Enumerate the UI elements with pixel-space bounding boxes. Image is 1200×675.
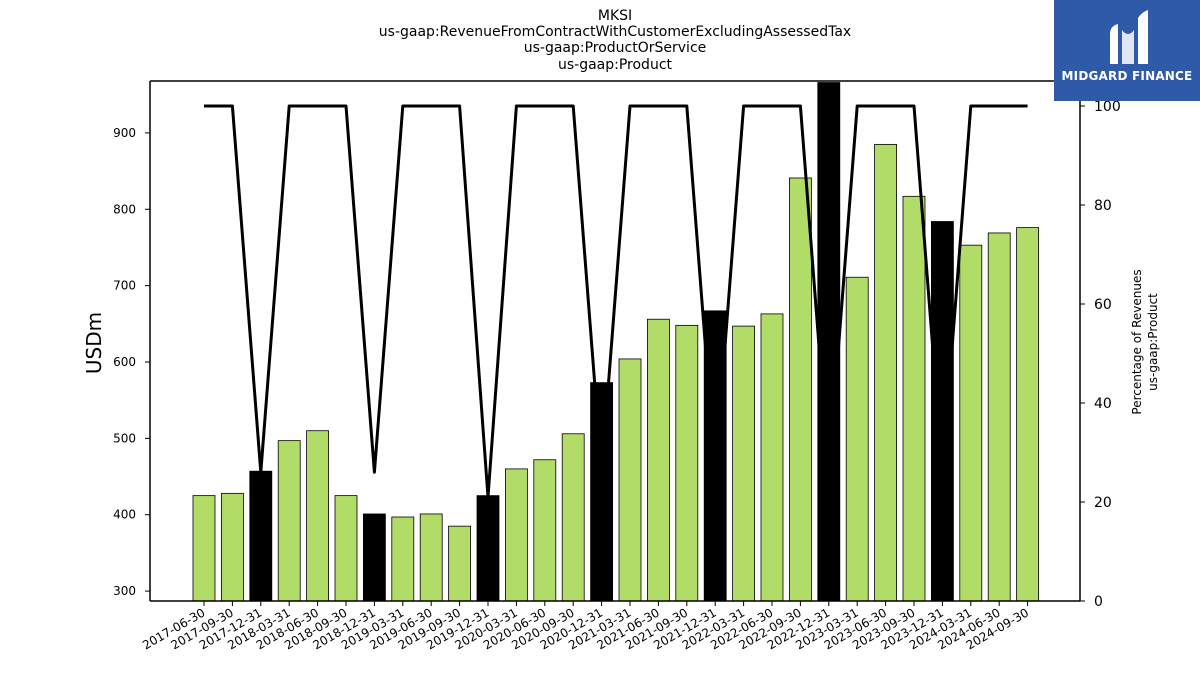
bar-2022-03-31 bbox=[732, 325, 755, 602]
y-axis-right-label-2: us-gaap:Product bbox=[1146, 293, 1160, 391]
bar-2024-06-30 bbox=[987, 232, 1011, 602]
bar-2017-12-31 bbox=[249, 470, 273, 602]
y-right-tick-label-20: 20 bbox=[1094, 495, 1112, 511]
y-axis-right-label-1: Percentage of Revenues bbox=[1130, 269, 1144, 414]
bar-2019-06-30 bbox=[419, 513, 443, 602]
bar-2021-03-31 bbox=[618, 358, 642, 602]
bar-2019-03-31 bbox=[391, 516, 415, 602]
bar-2018-06-30 bbox=[306, 430, 330, 602]
bar-2024-09-30 bbox=[1016, 227, 1039, 602]
bar-2021-06-30 bbox=[647, 318, 670, 602]
y-right-tick-label-100: 100 bbox=[1094, 99, 1121, 115]
percentage-line bbox=[204, 104, 1028, 499]
bar-2022-12-31 bbox=[817, 82, 841, 602]
title-line-2: us-gaap:RevenueFromContractWithCustomerE… bbox=[379, 24, 851, 40]
bar-2023-09-30 bbox=[902, 195, 926, 602]
y-tick-label-800: 800 bbox=[113, 202, 136, 216]
bar-2017-09-30 bbox=[220, 492, 244, 602]
y-tick-label-600: 600 bbox=[113, 355, 136, 369]
bar-2022-09-30 bbox=[789, 177, 812, 602]
bar-2023-06-30 bbox=[874, 143, 897, 602]
bar-2019-12-31 bbox=[476, 495, 500, 602]
bar-2022-06-30 bbox=[760, 313, 784, 602]
chart-title: MKSI us-gaap:RevenueFromContractWithCust… bbox=[379, 8, 851, 73]
y-tick-label-500: 500 bbox=[113, 431, 136, 445]
brand-logo: MIDGARD FINANCE bbox=[1054, 0, 1200, 101]
bar-2019-09-30 bbox=[448, 525, 472, 602]
brand-name: MIDGARD FINANCE bbox=[1061, 69, 1193, 83]
y-tick-label-900: 900 bbox=[113, 126, 136, 140]
axes bbox=[149, 80, 1081, 602]
bar-2018-12-31 bbox=[362, 513, 386, 602]
percentage-series-line bbox=[204, 104, 1028, 499]
y-right-tick-label-60: 60 bbox=[1094, 297, 1112, 313]
bar-2017-06-30 bbox=[192, 495, 216, 602]
bar-2018-09-30 bbox=[334, 495, 358, 602]
bar-2023-03-31 bbox=[845, 276, 869, 602]
bars bbox=[192, 82, 1039, 602]
title-line-3: us-gaap:ProductOrService bbox=[524, 40, 707, 56]
y-right-tick-label-80: 80 bbox=[1094, 198, 1112, 214]
y-tick-label-700: 700 bbox=[113, 279, 136, 293]
bar-2020-09-30 bbox=[561, 433, 585, 602]
bar-2020-12-31 bbox=[590, 382, 613, 602]
title-line-4: us-gaap:Product bbox=[558, 57, 673, 73]
bar-2024-03-31 bbox=[959, 244, 983, 602]
logo-mark-icon bbox=[1110, 10, 1148, 64]
bar-2021-09-30 bbox=[675, 324, 699, 602]
bar-2020-03-31 bbox=[504, 468, 528, 602]
y-right-tick-label-40: 40 bbox=[1094, 396, 1112, 412]
y-tick-label-400: 400 bbox=[113, 508, 136, 522]
title-line-1: MKSI bbox=[598, 8, 632, 24]
y-axis-label: USDm bbox=[82, 312, 106, 374]
y-right-tick-label-0: 0 bbox=[1094, 594, 1103, 610]
bar-2023-12-31 bbox=[931, 221, 954, 602]
bar-2018-03-31 bbox=[277, 440, 301, 602]
bar-2020-06-30 bbox=[533, 459, 557, 602]
y-tick-label-300: 300 bbox=[113, 584, 136, 598]
